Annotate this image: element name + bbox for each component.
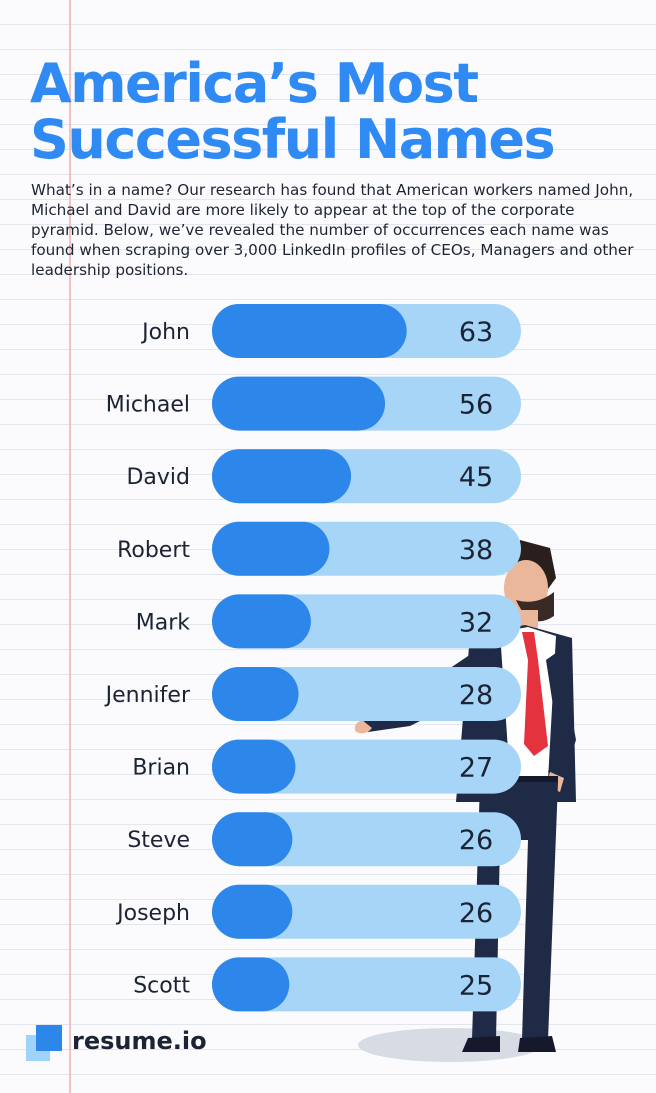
category-label: Brian bbox=[132, 756, 190, 781]
category-label: Robert bbox=[117, 538, 190, 563]
brand-name: resume.io bbox=[72, 1027, 207, 1055]
intro-paragraph: What’s in a name? Our research has found… bbox=[31, 181, 634, 279]
value-label: 63 bbox=[459, 317, 493, 348]
value-label: 26 bbox=[459, 898, 493, 929]
value-label: 45 bbox=[459, 462, 493, 493]
value-label: 27 bbox=[459, 753, 493, 784]
resume-io-logo-icon bbox=[26, 1025, 62, 1061]
value-label: 32 bbox=[459, 607, 493, 638]
bar bbox=[212, 521, 330, 576]
value-label: 38 bbox=[459, 535, 493, 566]
bar bbox=[212, 594, 311, 649]
notebook-margin-line bbox=[69, 0, 71, 1093]
value-label: 26 bbox=[459, 825, 493, 856]
bar-track bbox=[212, 884, 521, 939]
category-label: Jennifer bbox=[104, 683, 191, 708]
page-title: America’s Most Successful Names bbox=[30, 52, 556, 171]
category-label: Joseph bbox=[115, 901, 190, 926]
bar bbox=[212, 884, 293, 939]
bar bbox=[212, 376, 386, 431]
bar bbox=[212, 304, 407, 358]
category-label: Steve bbox=[127, 828, 190, 853]
bar-track bbox=[212, 957, 521, 1012]
page-title-line-2: Successful Names bbox=[30, 108, 556, 171]
category-label: Mark bbox=[136, 610, 191, 635]
bar bbox=[212, 667, 299, 721]
bar bbox=[212, 812, 293, 867]
page-title-line-1: America’s Most bbox=[30, 52, 479, 115]
bar bbox=[212, 739, 296, 794]
bar bbox=[212, 449, 352, 504]
bar-track bbox=[212, 812, 521, 867]
category-label: David bbox=[126, 465, 190, 490]
value-label: 28 bbox=[459, 680, 493, 711]
category-label: Scott bbox=[133, 973, 190, 998]
value-label: 56 bbox=[459, 390, 493, 421]
value-label: 25 bbox=[459, 970, 493, 1001]
category-label: John bbox=[140, 320, 190, 345]
category-label: Michael bbox=[106, 393, 190, 418]
bar bbox=[212, 957, 290, 1012]
